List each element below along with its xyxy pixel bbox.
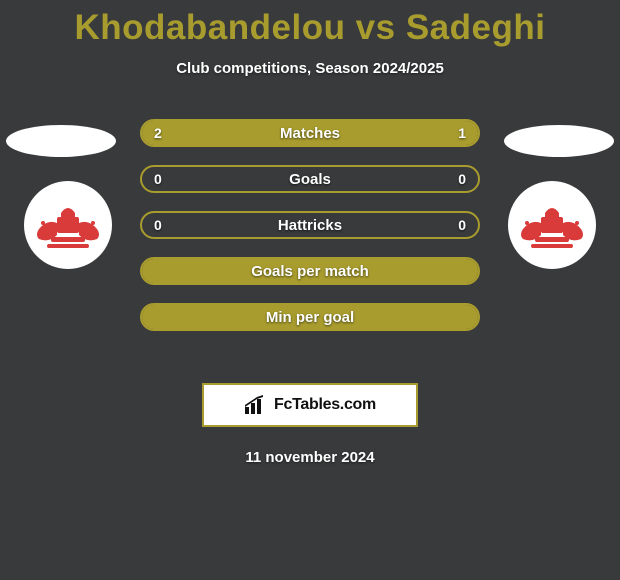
stat-label: Goals — [142, 167, 478, 191]
footer-date: 11 november 2024 — [0, 449, 620, 466]
stat-label: Min per goal — [142, 305, 478, 329]
stat-row: Goals per match — [140, 257, 480, 285]
stat-row: Hattricks0 0 — [140, 211, 480, 239]
page-title: Khodabandelou vs Sadeghi — [0, 8, 620, 48]
club-logo-icon — [517, 195, 587, 255]
stat-value-left: 0 — [142, 213, 174, 237]
stat-label: Hattricks — [142, 213, 478, 237]
stat-value-right: 1 — [446, 121, 478, 145]
brand-box[interactable]: FcTables.com — [202, 383, 418, 427]
player-right-club-logo — [508, 181, 596, 269]
stat-label: Matches — [142, 121, 478, 145]
player-left-badge-small — [6, 125, 116, 157]
stat-value-left: 2 — [142, 121, 174, 145]
brand-text: FcTables.com — [274, 396, 376, 414]
stat-bars: Matches21Goals00Hattricks00Goals per mat… — [140, 119, 480, 349]
brand-chart-icon — [244, 395, 268, 415]
subtitle: Club competitions, Season 2024/2025 — [0, 60, 620, 77]
stat-row: Goals0 0 — [140, 165, 480, 193]
stat-label: Goals per match — [142, 259, 478, 283]
stat-row: Min per goal — [140, 303, 480, 331]
player-right-badge-small — [504, 125, 614, 157]
stats-area: Matches21Goals00Hattricks00Goals per mat… — [0, 119, 620, 379]
club-logo-icon — [33, 195, 103, 255]
stat-value-right: 0 — [446, 213, 478, 237]
stat-value-left: 0 — [142, 167, 174, 191]
stat-value-right: 0 — [446, 167, 478, 191]
player-left-club-logo — [24, 181, 112, 269]
comparison-card: Khodabandelou vs Sadeghi Club competitio… — [0, 0, 620, 466]
stat-row: Matches2 1 — [140, 119, 480, 147]
